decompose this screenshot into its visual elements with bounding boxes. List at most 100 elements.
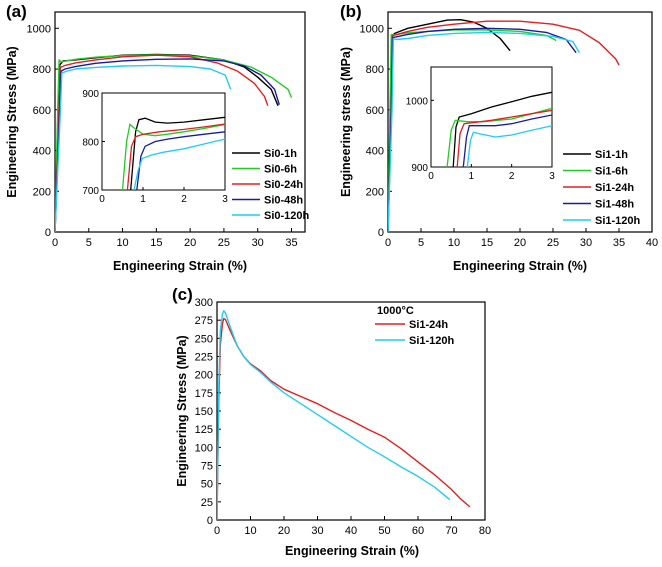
legend-label: Si1-1h: [595, 149, 628, 161]
series-line-si1-120h: [217, 310, 451, 520]
y-tick-label: 200: [33, 186, 51, 198]
x-tick-label: 10: [448, 237, 460, 249]
inset-series-line: [462, 114, 552, 167]
y-tick-label: 250: [195, 333, 213, 345]
y-tick-label: 300: [195, 297, 213, 309]
x-axis-label: Engineering Strain (%): [113, 259, 247, 273]
series-line-si0-120h: [55, 64, 232, 232]
panel-c: (c) 0 10 20 30 40 50 60 70 80 0 25 50 75 100 125 150 175 2…: [172, 285, 491, 558]
panel-b: (b)0 5 10 15 20 25 30 35 4002004006008001000Engi…: [339, 2, 658, 273]
y-tick-label: 75: [201, 461, 213, 473]
y-tick-label: 800: [366, 64, 384, 76]
inset-x-tick-label: 1: [140, 194, 146, 205]
series-line-si0-24h: [55, 54, 269, 232]
y-tick-label: 800: [33, 64, 51, 76]
x-tick-label: 15: [150, 237, 162, 249]
y-axis-label: Engineering Stress (MPa): [175, 335, 189, 486]
inset-y-tick-label: 900: [82, 89, 99, 100]
inset-series-line: [130, 116, 225, 190]
x-tick-label: 5: [86, 237, 92, 249]
legend-label: Si1-24h: [409, 319, 448, 331]
panel-tag: (b): [340, 2, 362, 21]
x-tick-label: 40: [345, 525, 357, 537]
series-line-si1-48h: [388, 27, 577, 232]
inset-series-line: [136, 131, 225, 190]
x-tick-label: 25: [218, 237, 230, 249]
y-tick-label: 600: [366, 105, 384, 117]
x-tick-label: 70: [445, 525, 457, 537]
y-axis-label: Engineering Stress (MPa): [5, 46, 19, 197]
legend-label: Si0-48h: [264, 195, 303, 207]
x-tick-label: 20: [184, 237, 196, 249]
series-line-si1-24h: [217, 318, 471, 520]
x-tick-label: 10: [244, 525, 256, 537]
y-tick-label: 0: [207, 515, 213, 527]
x-tick-label: 10: [116, 237, 128, 249]
x-tick-label: 25: [547, 237, 559, 249]
legend-label: Si1-6h: [595, 166, 628, 178]
legend-label: Si1-120h: [595, 215, 641, 227]
y-tick-label: 600: [33, 105, 51, 117]
legend-label: Si1-48h: [595, 199, 634, 211]
inset-x-tick-label: 2: [509, 171, 515, 182]
x-tick-label: 35: [613, 237, 625, 249]
inset-frame: [430, 66, 553, 168]
panel-tag: (c): [172, 285, 193, 304]
x-tick-label: 30: [580, 237, 592, 249]
y-tick-label: 225: [195, 352, 213, 364]
inset-x-tick-label: 2: [181, 194, 187, 205]
x-tick-label: 20: [278, 525, 290, 537]
inset-series-line: [133, 138, 225, 190]
inset-series-line: [126, 123, 225, 190]
x-tick-label: 40: [646, 237, 658, 249]
y-tick-label: 1000: [27, 23, 51, 35]
x-axis-label: Engineering Strain (%): [285, 544, 419, 558]
series-line-si1-24h: [388, 20, 620, 232]
series-line-si0-6h: [55, 54, 293, 232]
y-tick-label: 400: [366, 146, 384, 158]
inset-y-tick-label: 700: [82, 186, 99, 197]
x-tick-label: 60: [412, 525, 424, 537]
panel-a: (a)0 5 10 15 20 25 30 3502004006008001000Engine…: [5, 2, 310, 273]
inset-series-line: [121, 123, 225, 190]
inset-x-tick-label: 3: [222, 194, 228, 205]
y-tick-label: 150: [195, 406, 213, 418]
inset-x-tick-label: 0: [428, 171, 434, 182]
y-tick-label: 25: [201, 497, 213, 509]
y-tick-label: 0: [45, 227, 51, 239]
x-tick-label: 0: [214, 525, 220, 537]
inset-frame: [101, 92, 226, 191]
legend-label: Si0-24h: [264, 179, 303, 191]
inset-series-line: [466, 125, 552, 167]
x-axis-label: Engineering Strain (%): [453, 259, 587, 273]
legend-label: Si1-24h: [595, 182, 634, 194]
y-tick-label: 125: [195, 424, 213, 436]
temperature-annotation: 1000°C: [377, 305, 414, 317]
y-tick-label: 100: [195, 442, 213, 454]
legend-label: Si0-1h: [264, 148, 297, 160]
inset-x-tick-label: 1: [469, 171, 475, 182]
x-tick-label: 30: [252, 237, 264, 249]
panel-tag: (a): [6, 2, 27, 21]
x-tick-label: 35: [285, 237, 297, 249]
series-line-si0-48h: [55, 58, 280, 232]
y-axis-label: Engineering stress (MPa): [339, 47, 353, 197]
legend-label: Si0-6h: [264, 164, 297, 176]
legend-label: Si0-120h: [264, 210, 310, 222]
y-tick-label: 175: [195, 388, 213, 400]
plot-frame: [54, 11, 306, 233]
inset-y-tick-label: 800: [82, 138, 99, 149]
x-tick-label: 0: [52, 237, 58, 249]
x-tick-label: 0: [385, 237, 391, 249]
inset-series-line: [456, 109, 552, 167]
legend-label: Si1-120h: [409, 335, 455, 347]
inset-x-tick-label: 0: [99, 194, 105, 205]
y-tick-label: 1000: [360, 23, 384, 35]
y-tick-label: 50: [201, 479, 213, 491]
y-tick-label: 400: [33, 146, 51, 158]
x-tick-label: 15: [481, 237, 493, 249]
inset-x-tick-label: 3: [549, 171, 555, 182]
y-tick-label: 275: [195, 315, 213, 327]
x-tick-label: 80: [479, 525, 491, 537]
